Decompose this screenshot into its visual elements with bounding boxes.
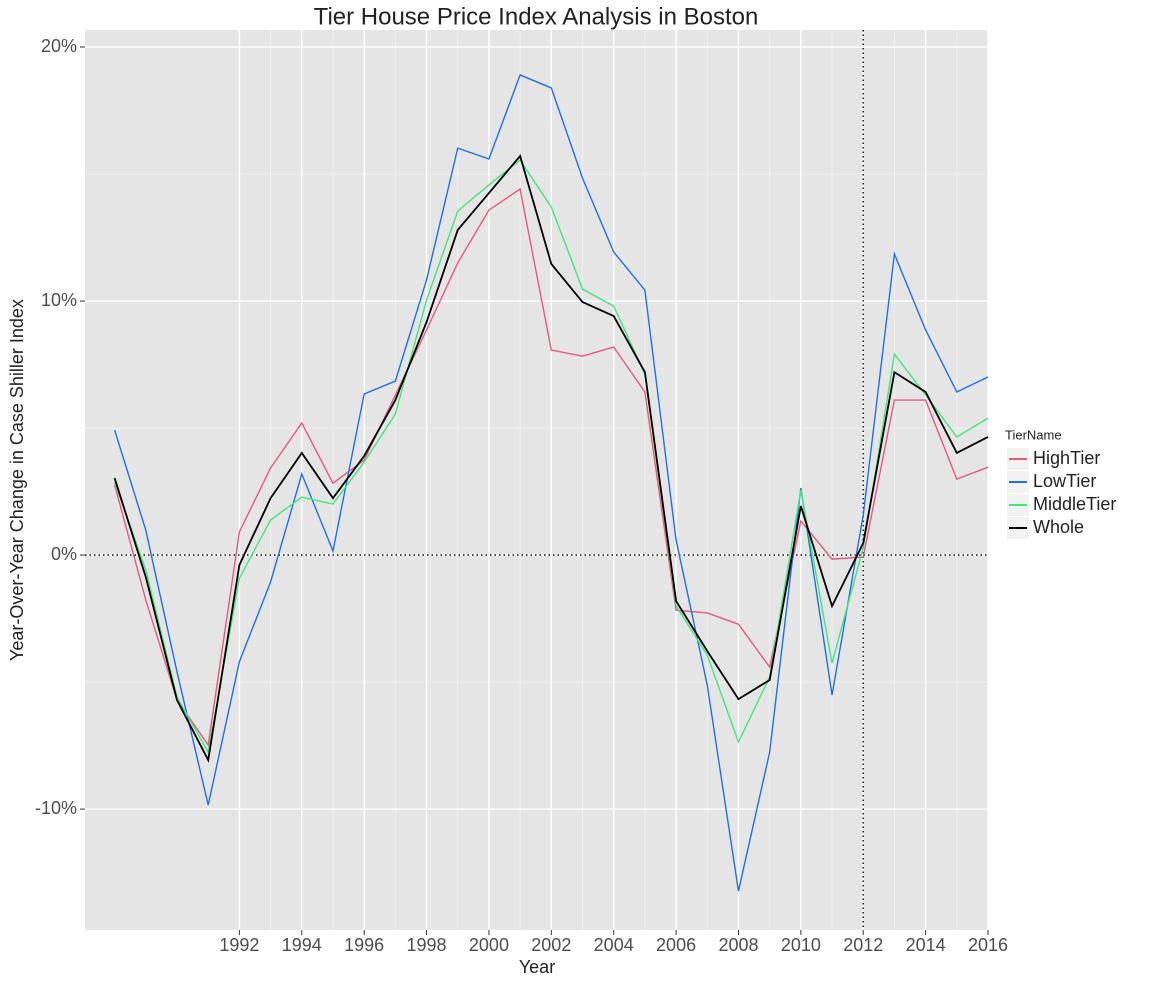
plot-panel: [85, 30, 988, 930]
x-tick-label: 2002: [531, 935, 571, 955]
x-tick-label: 1998: [407, 935, 447, 955]
legend-title: TierName: [1005, 427, 1062, 442]
y-tick-label: 10%: [41, 290, 77, 310]
y-tick-label: 0%: [51, 544, 77, 564]
legend-label: MiddleTier: [1033, 494, 1116, 514]
x-tick-label: 2010: [781, 935, 821, 955]
x-tick-label: 1992: [219, 935, 259, 955]
x-tick-label: 2014: [906, 935, 946, 955]
series-line: [113, 159, 989, 755]
x-tick-label: 2006: [656, 935, 696, 955]
x-tick-label: 2016: [968, 935, 1008, 955]
y-tick-label: -10%: [35, 798, 77, 818]
series-line: [113, 74, 989, 892]
legend-label: HighTier: [1033, 448, 1100, 468]
legend-label: LowTier: [1033, 471, 1096, 491]
y-axis-label: Year-Over-Year Change in Case Shiller In…: [7, 299, 27, 661]
x-tick-label: 2008: [718, 935, 758, 955]
x-tick-label: 2012: [843, 935, 883, 955]
x-tick-label: 2004: [594, 935, 634, 955]
chart-title: Tier House Price Index Analysis in Bosto…: [314, 3, 759, 30]
x-tick-label: 2000: [469, 935, 509, 955]
series-line: [113, 154, 989, 763]
series-line: [113, 187, 989, 747]
legend-label: Whole: [1033, 517, 1084, 537]
x-axis-label: Year: [519, 957, 555, 977]
x-tick-label: 1996: [344, 935, 384, 955]
y-tick-label: 20%: [41, 36, 77, 56]
x-tick-label: 1994: [282, 935, 322, 955]
